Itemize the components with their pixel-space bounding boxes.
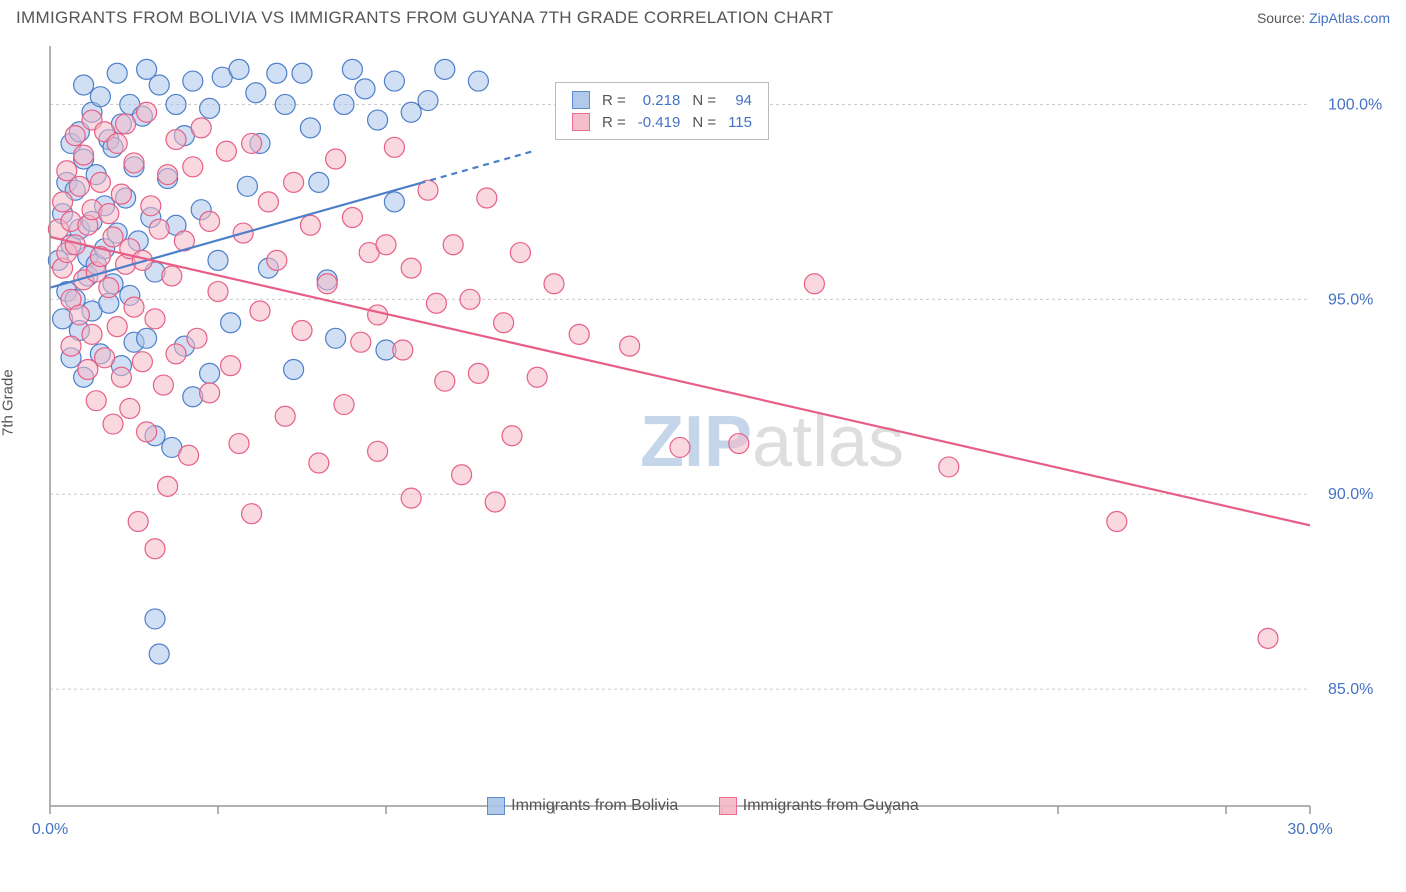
svg-text:0.0%: 0.0% [32, 821, 68, 836]
correlation-stats-box: R = 0.218 N = 94 R = -0.419 N = 115 [555, 82, 769, 140]
y-axis-label: 7th Grade [0, 369, 17, 436]
svg-text:95.0%: 95.0% [1328, 291, 1373, 308]
legend-bottom: Immigrants from Bolivia Immigrants from … [0, 797, 1406, 820]
legend-item-bolivia: Immigrants from Bolivia [487, 797, 678, 815]
legend-swatch-bolivia [487, 797, 505, 815]
stats-r-value-bolivia: 0.218 [632, 89, 687, 111]
stats-r-value-guyana: -0.419 [632, 111, 687, 133]
chart-container: 7th Grade 85.0%90.0%95.0%100.0%ZIPatlas0… [0, 36, 1406, 836]
stats-row-guyana: R = -0.419 N = 115 [566, 111, 758, 133]
scatter-chart: 85.0%90.0%95.0%100.0%ZIPatlas0.0%30.0% [0, 36, 1406, 836]
stats-r-label: R = [596, 89, 632, 111]
stats-n-label: N = [686, 111, 722, 133]
legend-label-bolivia: Immigrants from Bolivia [511, 797, 678, 815]
chart-title: IMMIGRANTS FROM BOLIVIA VS IMMIGRANTS FR… [16, 8, 833, 28]
svg-text:90.0%: 90.0% [1328, 486, 1373, 503]
stats-n-value-bolivia: 94 [722, 89, 758, 111]
svg-text:85.0%: 85.0% [1328, 681, 1373, 698]
source-link[interactable]: ZipAtlas.com [1309, 10, 1390, 26]
svg-text:30.0%: 30.0% [1287, 821, 1332, 836]
svg-text:100.0%: 100.0% [1328, 96, 1382, 113]
source-label: Source: ZipAtlas.com [1257, 10, 1390, 26]
legend-item-guyana: Immigrants from Guyana [719, 797, 919, 815]
stats-n-label: N = [686, 89, 722, 111]
stats-n-value-guyana: 115 [722, 111, 758, 133]
stats-swatch-guyana [572, 113, 590, 131]
stats-r-label: R = [596, 111, 632, 133]
source-prefix: Source: [1257, 10, 1309, 26]
legend-label-guyana: Immigrants from Guyana [743, 797, 919, 815]
legend-swatch-guyana [719, 797, 737, 815]
stats-swatch-bolivia [572, 91, 590, 109]
stats-row-bolivia: R = 0.218 N = 94 [566, 89, 758, 111]
